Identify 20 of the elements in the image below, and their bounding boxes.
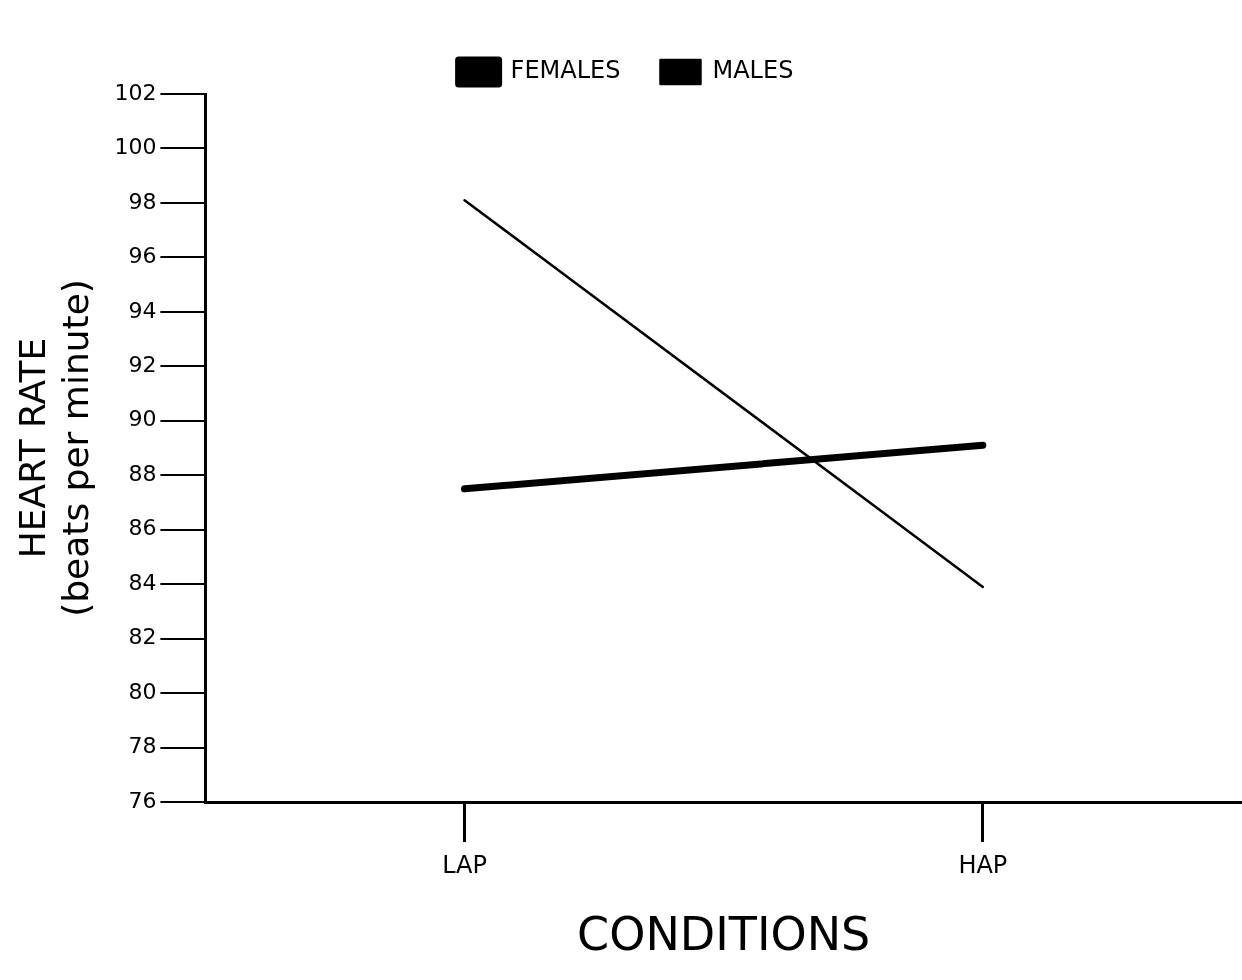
y-tick-label: 78 xyxy=(128,733,157,759)
legend-label: FEMALES xyxy=(510,56,621,85)
y-tick-label: 80 xyxy=(128,678,157,704)
y-tick-label: 94 xyxy=(128,297,157,323)
y-tick-label: 84 xyxy=(128,569,157,595)
y-tick-label: 92 xyxy=(128,352,157,378)
y-tick-label: 98 xyxy=(128,188,157,214)
y-tick-label: 96 xyxy=(128,243,157,269)
y-tick-label: 90 xyxy=(128,406,157,432)
y-tick-label: 88 xyxy=(128,460,157,486)
x-tick-label: LAP xyxy=(442,850,487,879)
y-tick-label: 76 xyxy=(128,787,157,813)
y-tick-label: 100 xyxy=(114,134,157,160)
y-tick-label: 82 xyxy=(128,624,157,650)
y-axis-title: HEART RATE (beats per minute) xyxy=(11,279,97,617)
x-tick-label: HAP xyxy=(958,850,1008,879)
y-tick-label: 102 xyxy=(114,79,157,105)
x-axis-title: CONDITIONS xyxy=(577,907,871,962)
legend-label: MALES xyxy=(712,56,794,85)
y-tick-label: 86 xyxy=(128,515,157,541)
